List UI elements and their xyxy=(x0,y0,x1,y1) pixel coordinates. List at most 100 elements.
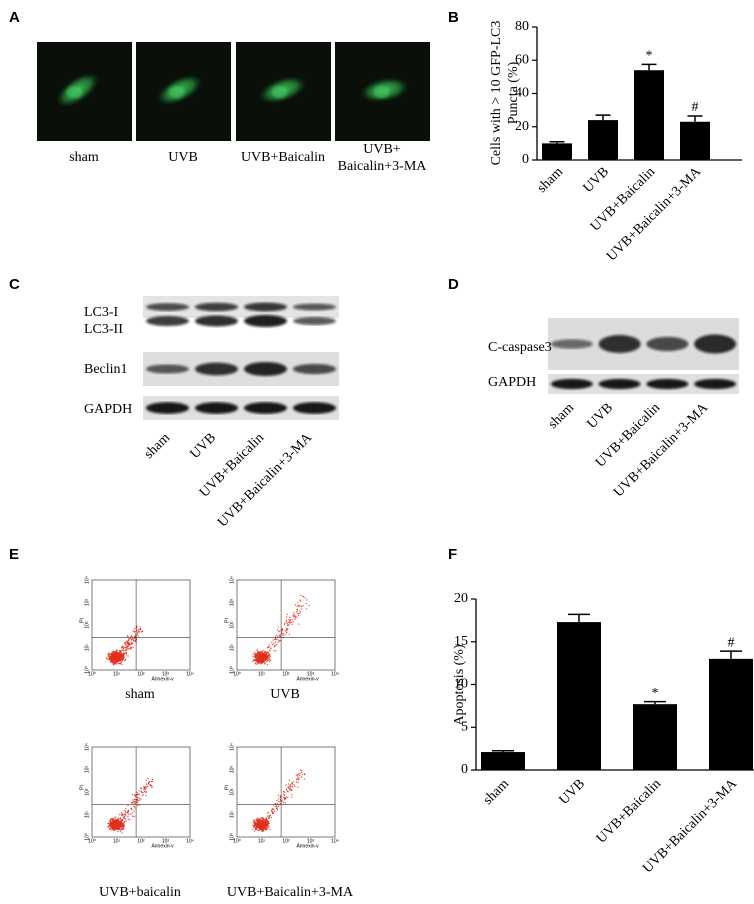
event xyxy=(122,828,124,830)
row-label: C-caspase3 xyxy=(488,340,552,355)
event xyxy=(123,814,125,816)
band xyxy=(145,364,190,374)
event xyxy=(271,644,274,646)
flow-tick: 10⁴ xyxy=(229,743,235,751)
event xyxy=(283,790,285,792)
event xyxy=(262,651,264,653)
event xyxy=(283,794,285,796)
band xyxy=(145,402,190,414)
event xyxy=(292,614,294,616)
event xyxy=(265,656,267,659)
lane-label: UVB+Baicalin+3-MA xyxy=(611,400,711,500)
event xyxy=(134,639,136,641)
event xyxy=(252,828,254,830)
event xyxy=(284,799,286,801)
event xyxy=(130,641,132,643)
event xyxy=(257,659,260,661)
event xyxy=(278,800,280,803)
event xyxy=(147,777,149,780)
event xyxy=(145,791,147,794)
event xyxy=(120,647,123,649)
event xyxy=(124,818,126,820)
event xyxy=(110,828,112,830)
event xyxy=(297,778,299,780)
event xyxy=(132,630,134,632)
event xyxy=(109,660,111,662)
event xyxy=(123,652,126,655)
event xyxy=(136,626,138,628)
event xyxy=(292,621,294,623)
event xyxy=(259,818,261,821)
event xyxy=(133,806,136,808)
error-bar xyxy=(549,140,565,144)
event xyxy=(255,662,257,664)
event xyxy=(261,657,263,660)
event xyxy=(107,823,109,825)
event xyxy=(283,796,285,798)
event xyxy=(282,634,284,636)
error-bar xyxy=(720,650,742,659)
event xyxy=(299,611,301,613)
event xyxy=(112,823,114,825)
event xyxy=(115,652,118,654)
band xyxy=(194,302,239,312)
event xyxy=(121,823,123,825)
event xyxy=(291,782,294,784)
event xyxy=(264,650,266,652)
event xyxy=(129,647,132,649)
flow-tick: 10³ xyxy=(162,671,170,677)
event xyxy=(136,633,139,635)
event xyxy=(136,628,138,630)
event xyxy=(119,828,121,830)
flow-tick: 10⁰ xyxy=(84,833,90,841)
event xyxy=(264,658,266,661)
event xyxy=(301,769,303,772)
flow-tick: 10⁰ xyxy=(233,838,241,844)
event xyxy=(113,663,115,665)
event xyxy=(145,779,147,781)
event xyxy=(293,784,295,786)
event xyxy=(296,610,298,612)
event xyxy=(122,650,125,652)
band xyxy=(145,315,190,327)
event xyxy=(121,649,123,651)
event xyxy=(261,661,263,664)
event xyxy=(124,650,126,652)
flow-tick: 10⁰ xyxy=(88,838,96,844)
event xyxy=(138,790,140,792)
lane-label: sham xyxy=(546,400,578,432)
event xyxy=(123,809,125,811)
event xyxy=(295,611,297,613)
event xyxy=(271,808,273,810)
caption: UVB+Baicalin xyxy=(241,150,325,165)
event xyxy=(140,631,142,633)
event xyxy=(278,639,280,641)
event xyxy=(123,821,126,823)
event xyxy=(130,802,133,804)
event xyxy=(137,797,139,799)
caption: UVB+Baicalin+3-MA xyxy=(227,885,354,900)
event xyxy=(111,818,113,821)
event xyxy=(275,807,278,809)
event xyxy=(266,821,268,823)
flow-tick: 10⁰ xyxy=(233,671,241,677)
event xyxy=(120,657,123,660)
event xyxy=(145,788,147,790)
event xyxy=(297,605,300,607)
event xyxy=(128,813,130,815)
event xyxy=(111,822,113,824)
event xyxy=(116,652,118,654)
event xyxy=(271,641,273,643)
bar xyxy=(680,121,710,160)
event xyxy=(276,634,278,636)
flow-tick: 10² xyxy=(229,788,235,796)
event xyxy=(291,619,293,621)
band xyxy=(694,334,737,354)
event xyxy=(265,661,267,663)
event xyxy=(254,827,257,829)
event xyxy=(255,655,257,657)
